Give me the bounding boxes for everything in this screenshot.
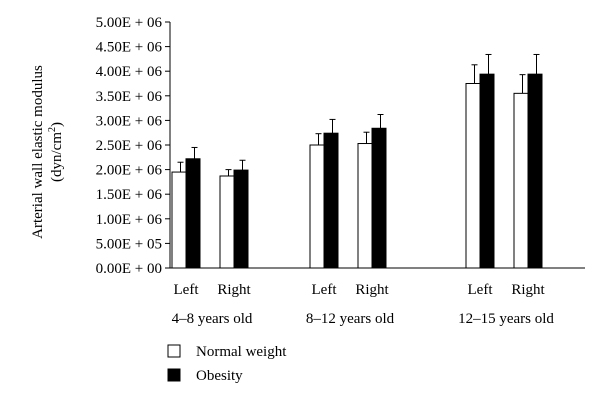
y-tick-label: 0.00E + 00 xyxy=(96,261,162,277)
y-tick-label: 2.00E + 06 xyxy=(96,163,163,179)
y-tick-label: 4.50E + 06 xyxy=(96,40,163,56)
x-category-label: Right xyxy=(217,282,251,298)
x-labels: Left Right 4–8 years old Left Right 8–12 year… xyxy=(172,282,555,327)
legend-label: Obesity xyxy=(196,368,243,384)
bar xyxy=(171,171,187,269)
bar xyxy=(219,175,235,269)
y-tick-label: 2.50E + 06 xyxy=(96,138,163,154)
y-tick-label: 4.00E + 06 xyxy=(96,64,163,80)
y-axis-title: Arterial wall elastic modulus xyxy=(30,65,46,239)
y-tick-label: 5.00E + 06 xyxy=(96,15,163,31)
bar xyxy=(323,132,339,269)
x-category-label: Left xyxy=(174,282,200,298)
y-tick-label: 5.00E + 05 xyxy=(96,236,162,252)
x-category-label: Right xyxy=(511,282,545,298)
x-category-label: Right xyxy=(355,282,389,298)
x-group-label: 4–8 years old xyxy=(172,311,253,327)
x-group-label: 8–12 years old xyxy=(306,311,395,327)
y-tick-label: 3.00E + 06 xyxy=(96,113,163,129)
legend: Normal weight Obesity xyxy=(167,344,287,384)
y-tick-label: 3.50E + 06 xyxy=(96,89,163,105)
axes xyxy=(169,22,585,269)
bar xyxy=(309,144,325,269)
y-tick-label: 1.50E + 06 xyxy=(96,187,163,203)
x-group-label: 12–15 years old xyxy=(458,311,554,327)
legend-label: Normal weight xyxy=(196,344,287,360)
y-tick-label: 1.00E + 06 xyxy=(96,212,163,228)
bar xyxy=(479,73,495,269)
y-ticks: 0.00E + 00 5.00E + 05 1.00E + 06 1.50E + 06… xyxy=(96,15,170,277)
bars xyxy=(171,73,543,269)
bar xyxy=(371,127,387,269)
bar xyxy=(185,158,201,269)
error-bars xyxy=(177,53,540,176)
y-axis-unit: (dyn/cm2) xyxy=(47,122,65,182)
x-category-label: Left xyxy=(468,282,494,298)
y-axis-label: Arterial wall elastic modulus (dyn/cm2) xyxy=(30,65,65,239)
legend-swatch xyxy=(167,344,181,358)
bar xyxy=(527,73,543,269)
bar xyxy=(465,83,481,269)
bar xyxy=(233,169,249,269)
bar xyxy=(357,143,373,269)
bar xyxy=(513,92,529,269)
x-category-label: Left xyxy=(312,282,338,298)
legend-swatch xyxy=(167,368,181,382)
